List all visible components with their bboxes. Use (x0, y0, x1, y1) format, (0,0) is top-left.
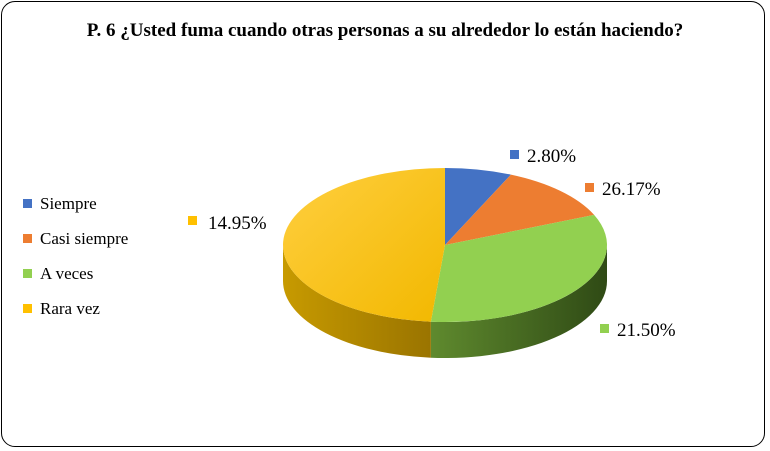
data-label-casi-siempre: 26.17% (602, 179, 661, 200)
legend-label-a-veces: A veces (40, 264, 93, 283)
data-label-siempre: 2.80% (527, 146, 576, 167)
legend-swatch-rara-vez (23, 304, 32, 313)
pie-slice-casi-siempre (445, 174, 595, 245)
pie-side-rara-vez (283, 245, 431, 358)
data-label-rara-vez: 14.95% (208, 213, 267, 234)
legend-swatch-casi-siempre (23, 234, 32, 243)
data-label-swatch-rara-vez (188, 216, 197, 225)
data-label-swatch-a-veces (600, 324, 609, 333)
legend-swatch-a-veces (23, 269, 32, 278)
legend-label-siempre: Siempre (40, 194, 97, 213)
data-label-swatch-casi-siempre (585, 183, 594, 192)
legend-swatch-siempre (23, 199, 32, 208)
chart-title: P. 6 ¿Usted fuma cuando otras personas a… (86, 20, 684, 41)
pie-slice-siempre (445, 168, 511, 245)
data-label-swatch-siempre (510, 150, 519, 159)
data-label-a-veces: 21.50% (617, 320, 676, 341)
pie-slice-a-veces (430, 214, 607, 322)
pie-side-a-veces (430, 245, 607, 358)
legend-label-casi-siempre: Casi siempre (40, 229, 128, 248)
pie-slice-rara-vez (283, 168, 445, 322)
legend-label-rara-vez: Rara vez (40, 299, 100, 318)
